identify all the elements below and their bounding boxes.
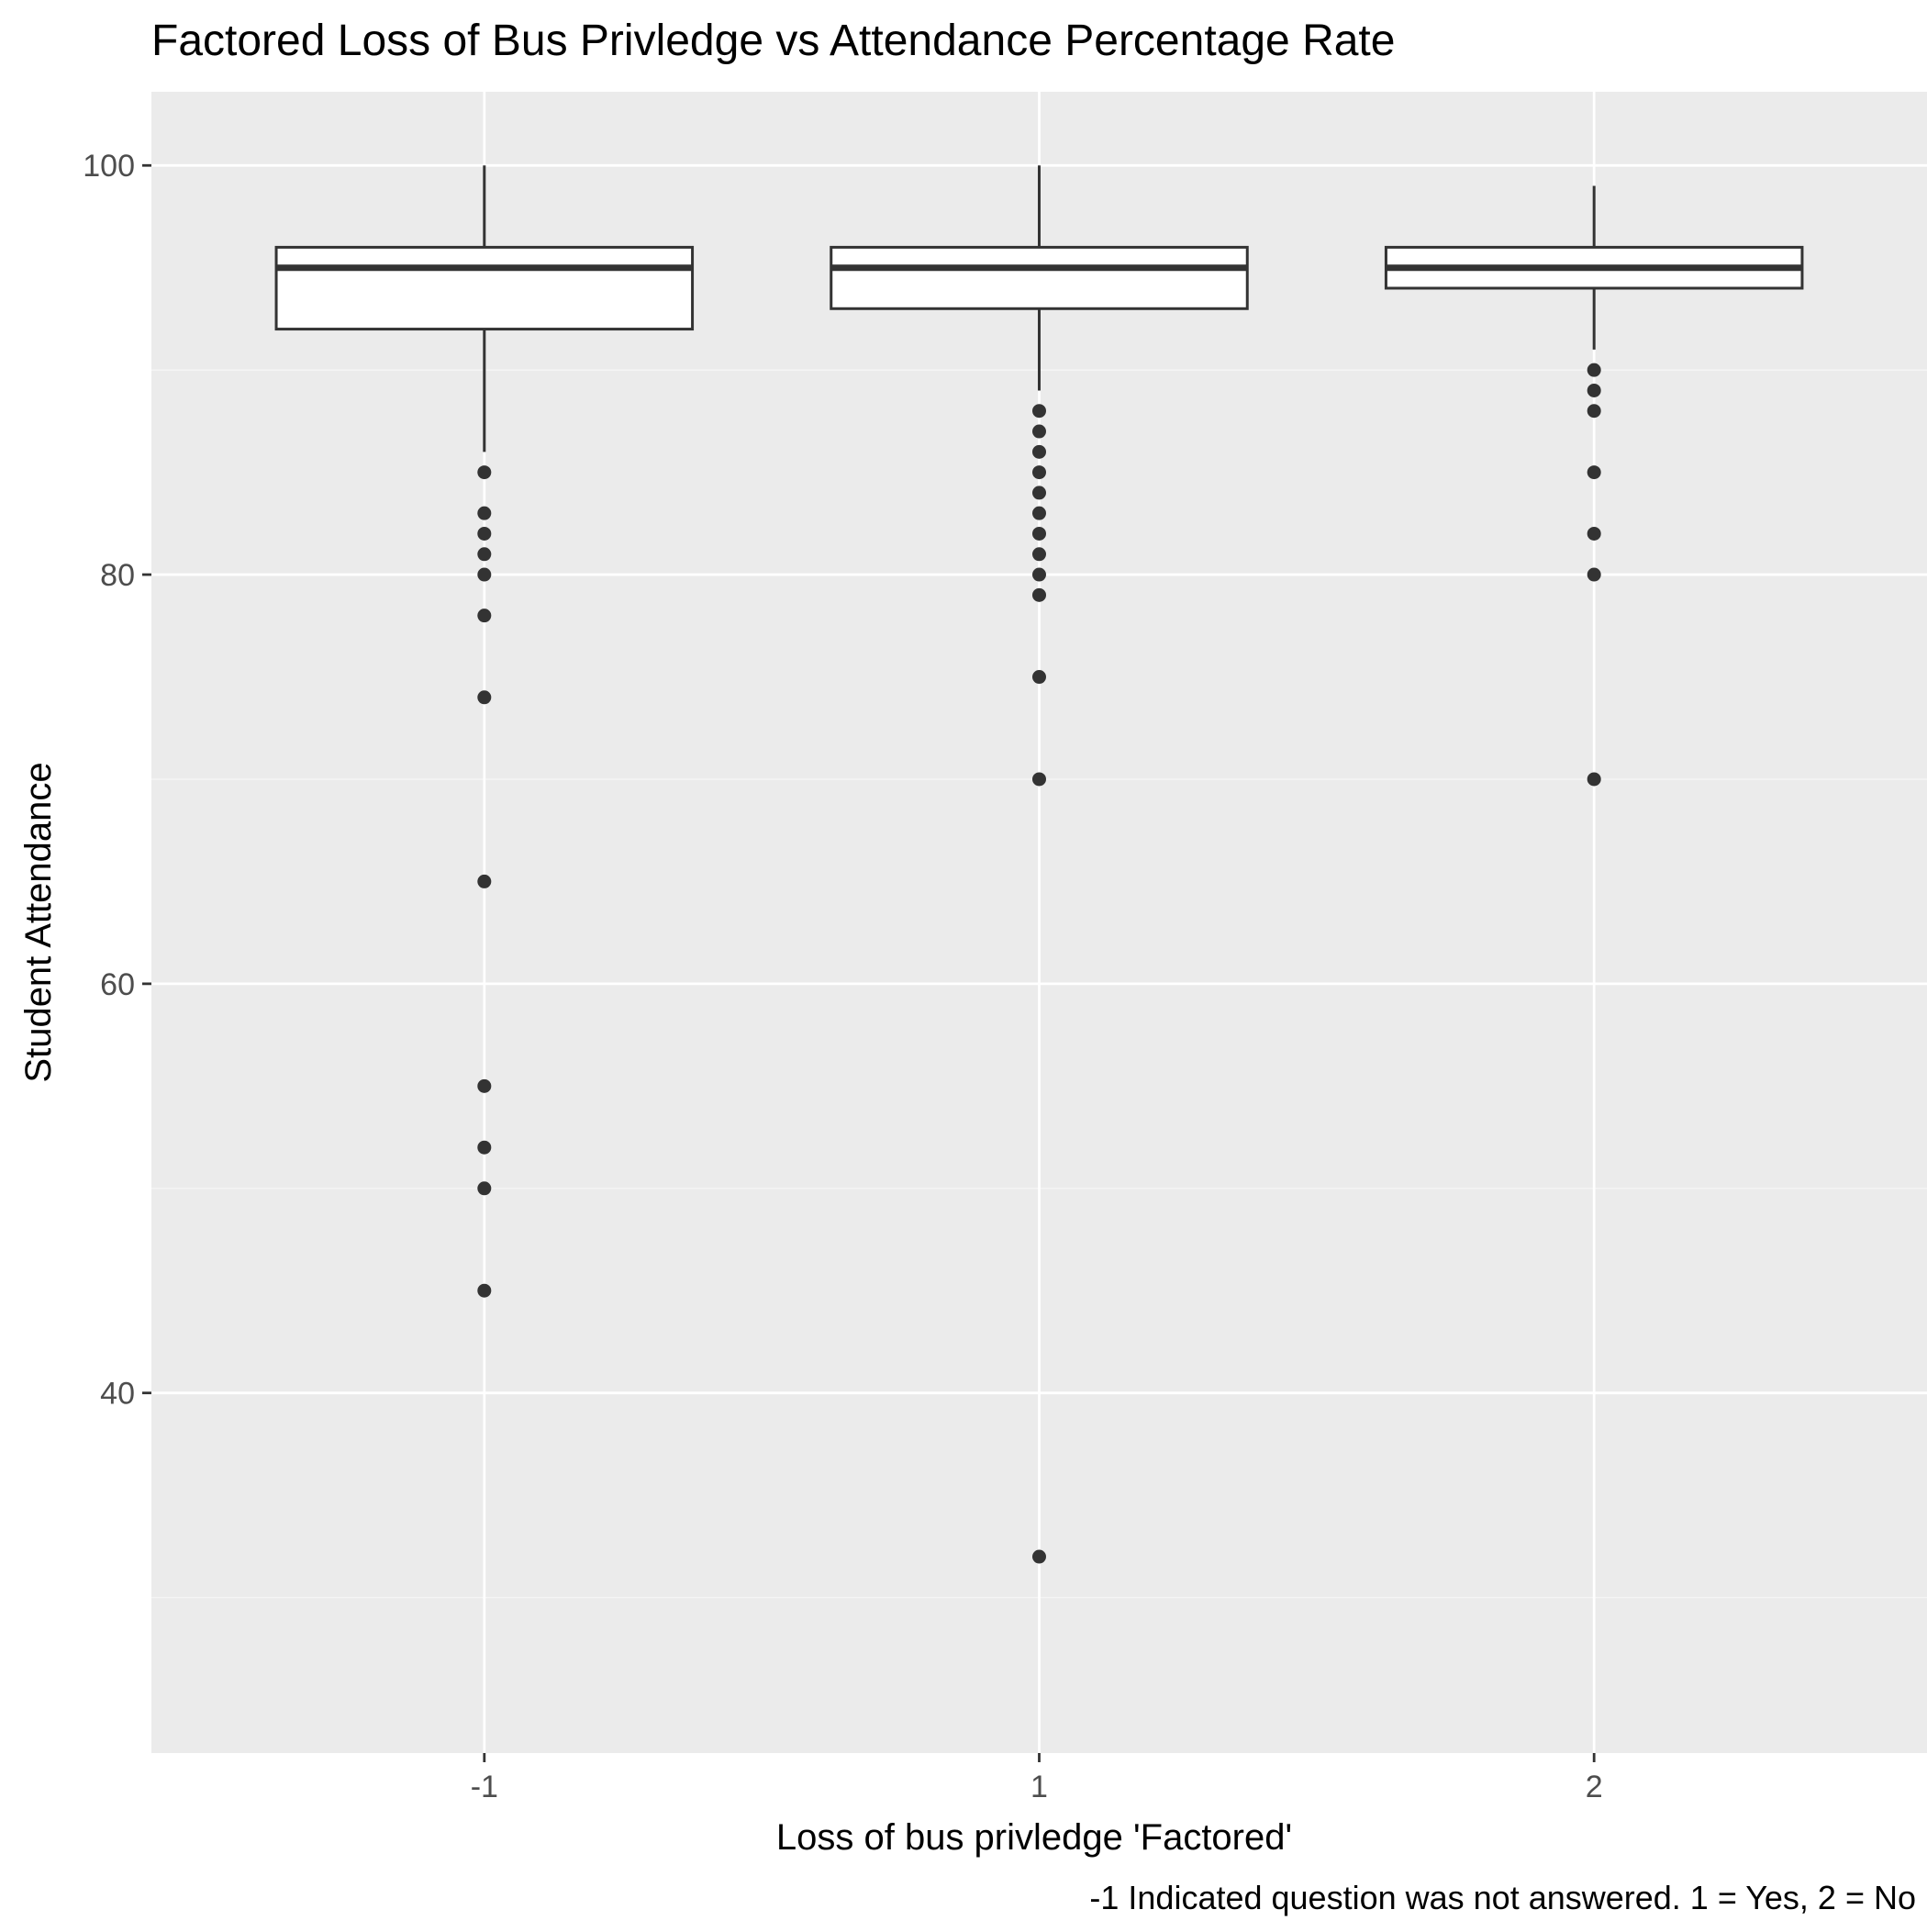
box-body bbox=[830, 245, 1249, 310]
outlier-point bbox=[1587, 363, 1601, 377]
y-tick-label: 80 bbox=[100, 558, 135, 593]
x-tick-label: -1 bbox=[471, 1770, 498, 1804]
outlier-point bbox=[477, 567, 492, 582]
outlier-point bbox=[1587, 404, 1601, 419]
outlier-point bbox=[1032, 486, 1046, 500]
x-tick-label: 2 bbox=[1586, 1770, 1603, 1804]
box-layer bbox=[274, 165, 1804, 1564]
y-tick-label: 100 bbox=[83, 149, 135, 184]
axis-layer: 40 60 80 100 -1 1 2 bbox=[83, 149, 1602, 1804]
y-tick-label: 60 bbox=[100, 967, 135, 1002]
y-axis-title: Student Attendance bbox=[18, 762, 59, 1082]
box-body bbox=[274, 245, 695, 331]
outlier-point bbox=[1032, 465, 1046, 480]
outlier-point bbox=[1032, 424, 1046, 439]
outlier-point bbox=[1032, 444, 1046, 459]
outlier-point bbox=[477, 526, 492, 541]
outlier-point bbox=[477, 1078, 492, 1093]
outlier-point bbox=[1032, 547, 1046, 562]
outlier-point bbox=[1032, 567, 1046, 582]
outlier-point bbox=[477, 609, 492, 623]
outlier-point bbox=[1587, 526, 1601, 541]
outlier-point bbox=[477, 1181, 492, 1196]
outlier-point bbox=[1032, 772, 1046, 787]
outlier-point bbox=[1587, 465, 1601, 480]
outlier-point bbox=[1587, 383, 1601, 397]
chart-title: Factored Loss of Bus Privledge vs Attend… bbox=[151, 17, 1395, 65]
outlier-point bbox=[1032, 1549, 1046, 1564]
outlier-point bbox=[477, 690, 492, 705]
outlier-point bbox=[1032, 670, 1046, 685]
x-axis-title: Loss of bus privledge 'Factored' bbox=[776, 1817, 1292, 1858]
outlier-point bbox=[1032, 587, 1046, 602]
outlier-point bbox=[1032, 404, 1046, 419]
chart-caption: -1 Indicated question was not answered. … bbox=[1089, 1879, 1916, 1916]
outlier-point bbox=[477, 874, 492, 888]
outlier-point bbox=[1032, 506, 1046, 520]
outlier-point bbox=[477, 547, 492, 562]
y-tick-label: 40 bbox=[100, 1377, 135, 1412]
x-tick-label: 1 bbox=[1030, 1770, 1048, 1804]
outlier-point bbox=[477, 1283, 492, 1298]
outlier-point bbox=[1587, 567, 1601, 582]
outlier-point bbox=[1587, 772, 1601, 787]
outlier-point bbox=[477, 1140, 492, 1155]
outlier-point bbox=[477, 465, 492, 480]
outlier-point bbox=[1032, 526, 1046, 541]
outlier-point bbox=[477, 506, 492, 520]
